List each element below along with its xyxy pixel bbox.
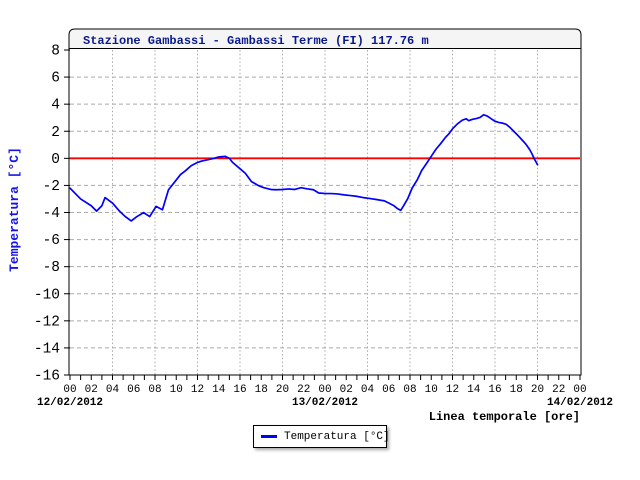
svg-text:Linea temporale [ore]: Linea temporale [ore] [429,410,580,424]
svg-text:22: 22 [297,384,310,396]
svg-text:-8: -8 [43,260,60,276]
svg-text:02: 02 [85,384,98,396]
svg-text:-16: -16 [34,369,60,385]
svg-text:00: 00 [573,384,586,396]
svg-text:06: 06 [382,384,395,396]
svg-text:02: 02 [340,384,353,396]
svg-text:16: 16 [488,384,501,396]
svg-text:22: 22 [552,384,565,396]
svg-text:-10: -10 [34,287,60,303]
svg-text:0: 0 [51,152,60,168]
svg-text:4: 4 [51,98,60,114]
svg-text:2: 2 [51,125,60,141]
svg-text:13/02/2012: 13/02/2012 [292,397,358,409]
svg-text:-12: -12 [34,314,60,330]
svg-text:-2: -2 [43,179,60,195]
svg-text:14: 14 [212,384,226,396]
svg-text:14/02/2012: 14/02/2012 [547,397,613,409]
svg-text:10: 10 [170,384,183,396]
svg-text:8: 8 [51,44,60,60]
svg-text:12: 12 [446,384,459,396]
svg-text:14: 14 [467,384,481,396]
svg-text:-4: -4 [43,206,60,222]
svg-text:18: 18 [510,384,523,396]
svg-text:04: 04 [106,384,120,396]
svg-text:06: 06 [127,384,140,396]
svg-text:00: 00 [63,384,76,396]
svg-text:20: 20 [531,384,544,396]
svg-text:Stazione Gambassi - Gambassi T: Stazione Gambassi - Gambassi Terme (FI) … [83,34,429,48]
svg-text:-14: -14 [34,341,60,357]
svg-text:18: 18 [255,384,268,396]
svg-text:12/02/2012: 12/02/2012 [37,397,103,409]
svg-text:00: 00 [318,384,331,396]
svg-text:16: 16 [233,384,246,396]
svg-text:08: 08 [148,384,161,396]
svg-text:Temperatura [°C]: Temperatura [°C] [7,147,22,272]
svg-text:-6: -6 [43,233,60,249]
svg-text:20: 20 [276,384,289,396]
svg-text:04: 04 [361,384,375,396]
svg-text:10: 10 [425,384,438,396]
svg-text:6: 6 [51,71,60,87]
svg-text:08: 08 [403,384,416,396]
svg-text:12: 12 [191,384,204,396]
